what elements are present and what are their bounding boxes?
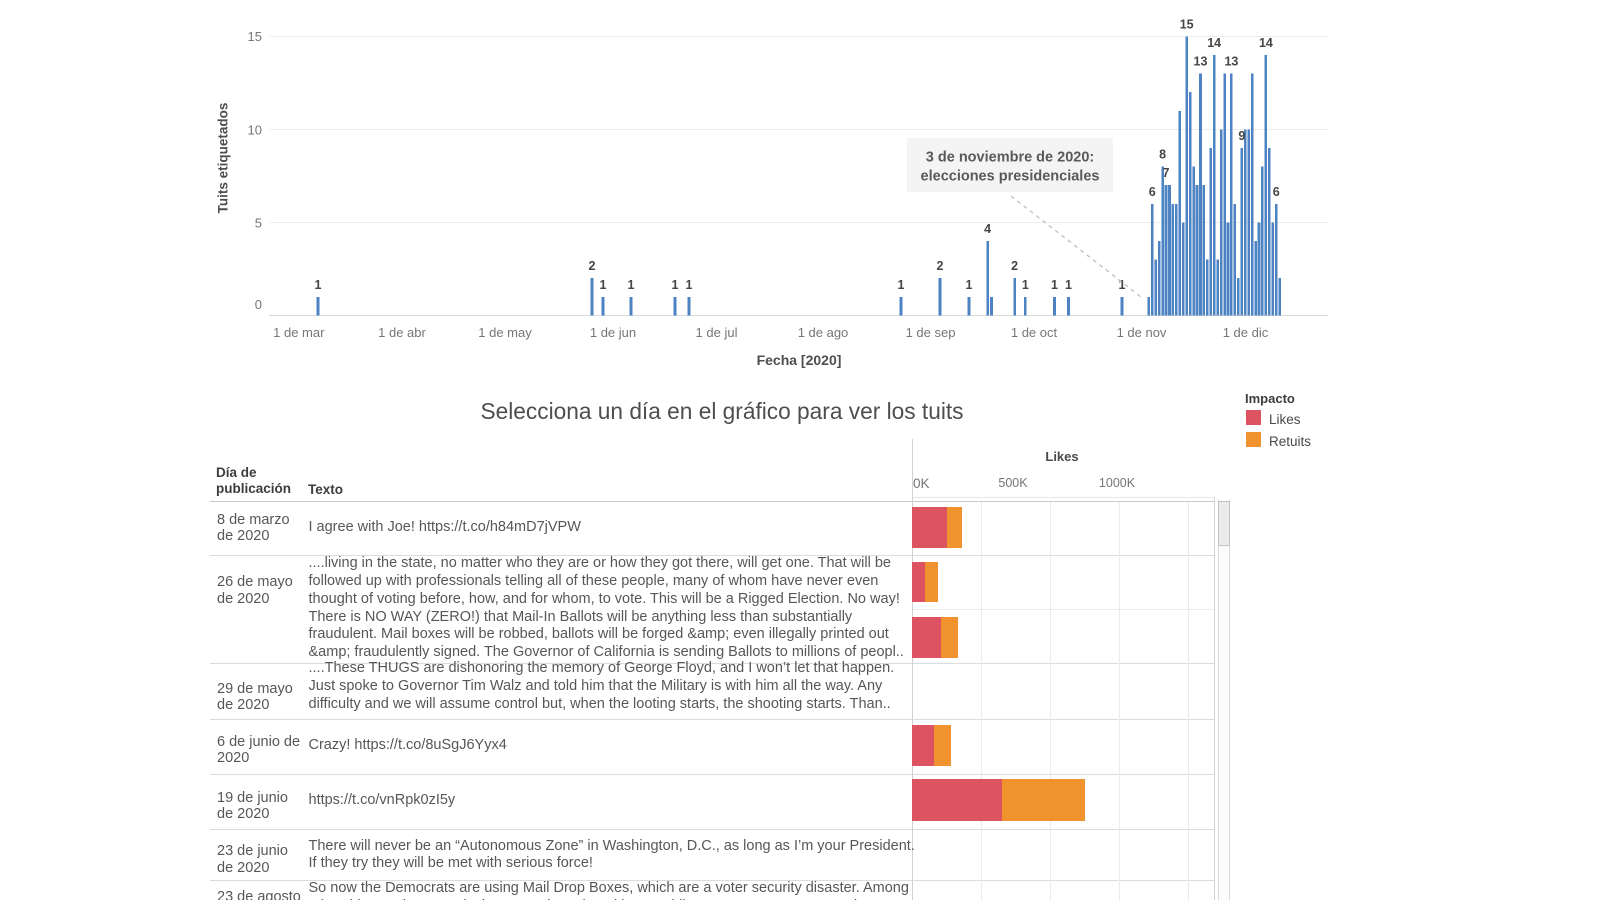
svg-text:Tuits etiquetados: Tuits etiquetados — [216, 103, 231, 214]
svg-text:9: 9 — [1238, 129, 1245, 143]
svg-text:1: 1 — [1119, 278, 1126, 292]
svg-text:14: 14 — [1259, 36, 1273, 50]
svg-text:Fecha [2020]: Fecha [2020] — [757, 352, 842, 368]
svg-text:1: 1 — [315, 278, 322, 292]
svg-text:1: 1 — [1065, 278, 1072, 292]
svg-text:8: 8 — [1159, 148, 1166, 162]
svg-text:elecciones presidenciales: elecciones presidenciales — [921, 169, 1100, 185]
svg-text:1 de mar: 1 de mar — [273, 325, 325, 340]
svg-text:1 de dic: 1 de dic — [1223, 325, 1269, 340]
svg-text:13: 13 — [1194, 55, 1208, 69]
svg-text:4: 4 — [984, 222, 991, 236]
svg-text:2: 2 — [589, 259, 596, 273]
svg-text:5: 5 — [255, 215, 262, 230]
svg-text:1: 1 — [966, 278, 973, 292]
svg-text:1: 1 — [686, 278, 693, 292]
svg-text:1 de may: 1 de may — [478, 325, 532, 340]
svg-text:1 de abr: 1 de abr — [378, 325, 426, 340]
svg-text:2: 2 — [1011, 259, 1018, 273]
svg-text:1: 1 — [1051, 278, 1058, 292]
svg-text:1: 1 — [672, 278, 679, 292]
svg-text:10: 10 — [248, 123, 262, 138]
svg-text:15: 15 — [1180, 17, 1194, 31]
svg-text:1: 1 — [898, 278, 905, 292]
svg-text:1 de nov: 1 de nov — [1117, 325, 1167, 340]
svg-text:3 de noviembre de 2020:: 3 de noviembre de 2020: — [926, 150, 1094, 166]
svg-text:1: 1 — [600, 278, 607, 292]
svg-text:1 de oct: 1 de oct — [1011, 325, 1058, 340]
svg-text:0: 0 — [255, 297, 262, 312]
svg-text:1: 1 — [628, 278, 635, 292]
svg-text:1 de jul: 1 de jul — [696, 325, 738, 340]
svg-text:6: 6 — [1273, 185, 1280, 199]
svg-text:6: 6 — [1149, 185, 1156, 199]
svg-text:15: 15 — [248, 29, 262, 44]
svg-text:1 de jun: 1 de jun — [590, 325, 636, 340]
svg-text:7: 7 — [1163, 166, 1170, 180]
svg-text:1 de sep: 1 de sep — [906, 325, 956, 340]
svg-text:2: 2 — [937, 259, 944, 273]
svg-text:13: 13 — [1224, 55, 1238, 69]
svg-text:14: 14 — [1207, 36, 1221, 50]
svg-text:1: 1 — [1022, 278, 1029, 292]
svg-text:1 de ago: 1 de ago — [798, 325, 849, 340]
